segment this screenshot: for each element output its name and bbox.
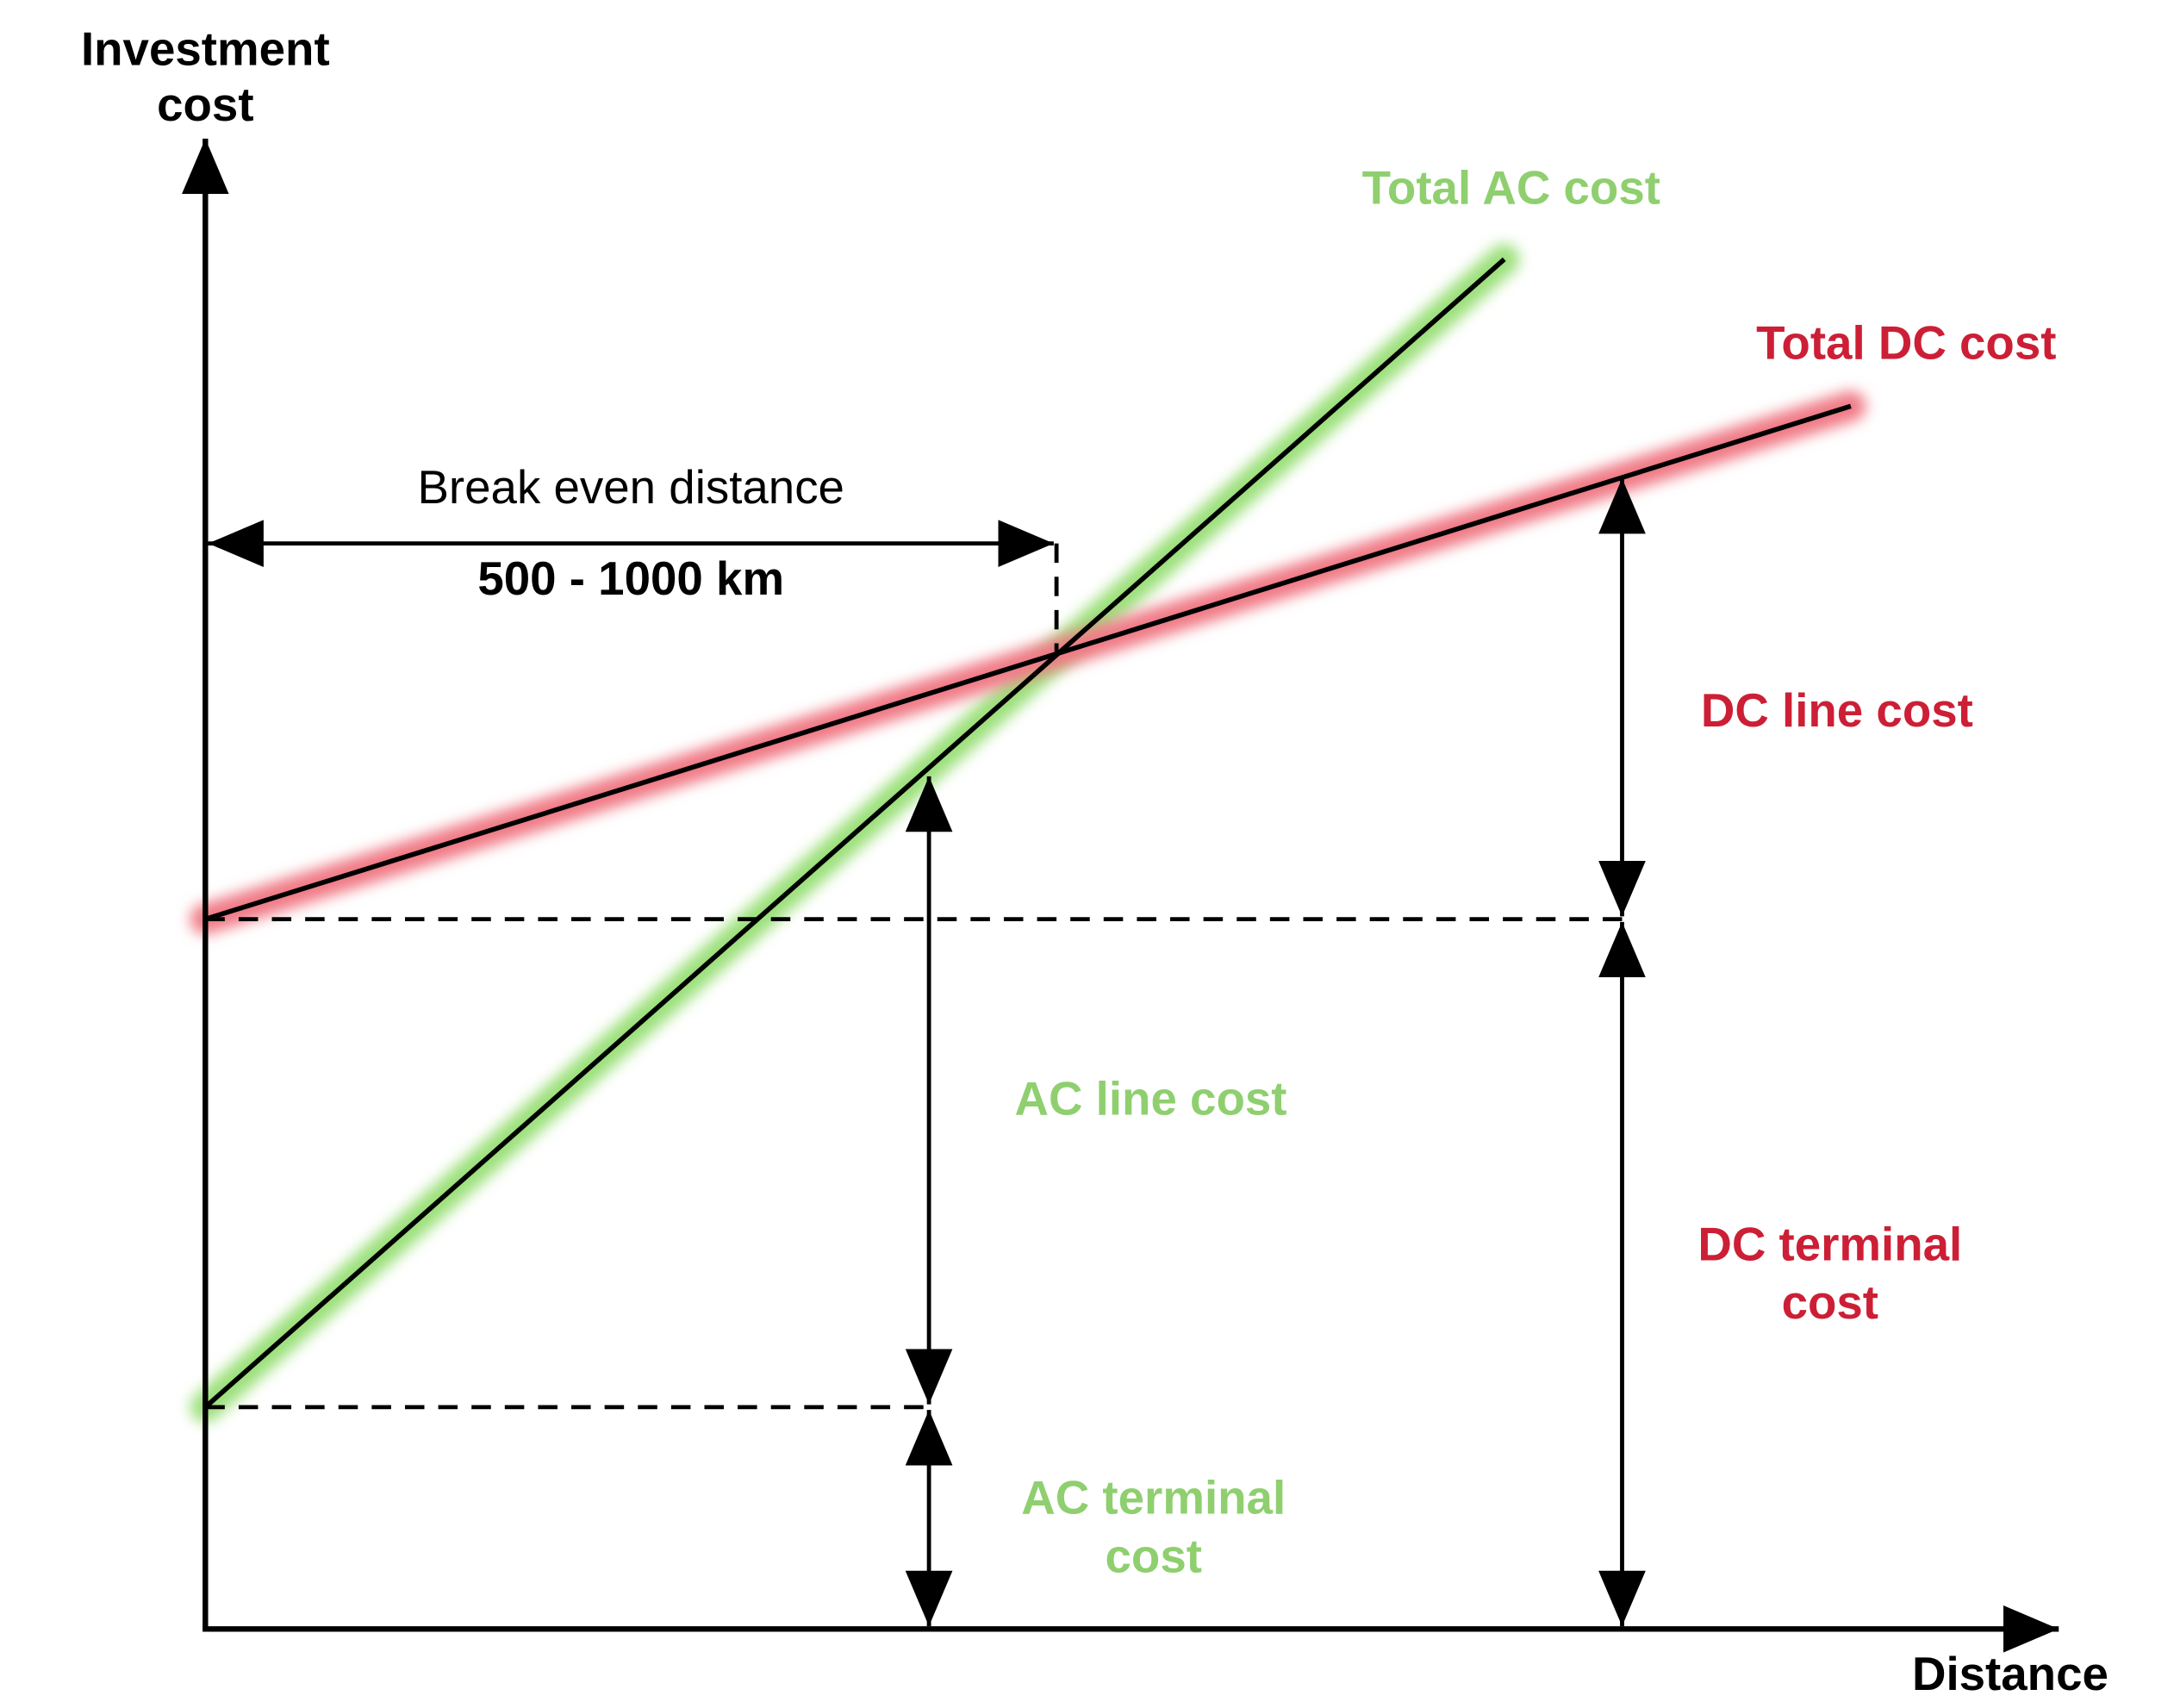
y-axis-label: cost: [157, 78, 253, 131]
dc-terminal-label: cost: [1782, 1275, 1878, 1329]
ac-total-label: Total AC cost: [1362, 160, 1660, 214]
dc-line-cost-label: DC line cost: [1701, 683, 1973, 737]
ac-line-cost-label: AC line cost: [1014, 1071, 1286, 1125]
dc-terminal-label: DC terminal: [1697, 1217, 1962, 1270]
break-even-range: 500 - 1000 km: [477, 552, 784, 605]
break-even-label: Break even distance: [417, 460, 844, 514]
dc-line: [204, 403, 1852, 922]
ac-terminal-label: cost: [1105, 1529, 1201, 1582]
ac-terminal-label: AC terminal: [1021, 1471, 1286, 1524]
y-axis-label: Investment: [81, 22, 330, 76]
ac-line: [203, 257, 1506, 1410]
x-axis-label: Distance: [1912, 1647, 2109, 1700]
dc-total-label: Total DC cost: [1756, 316, 2056, 370]
